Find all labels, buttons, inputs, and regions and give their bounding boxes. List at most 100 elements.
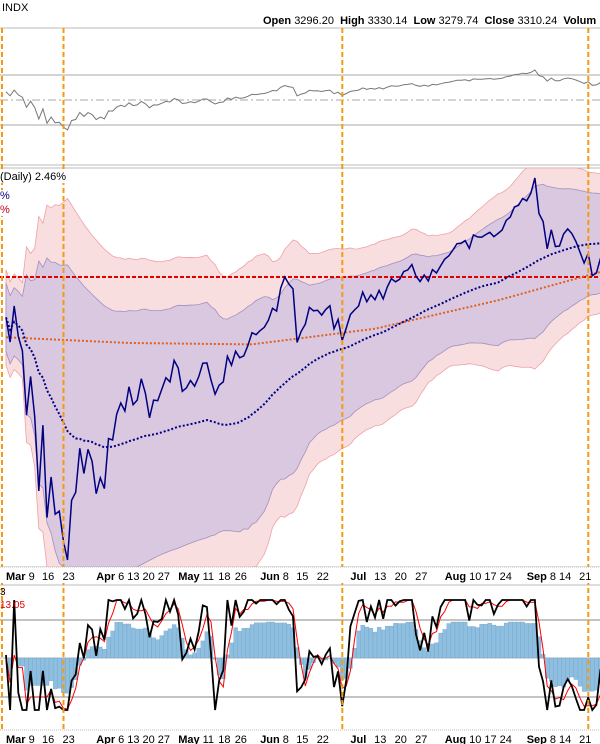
histogram-bar <box>372 631 378 659</box>
histogram-bar <box>426 651 431 659</box>
histogram-bar <box>200 640 205 659</box>
histogram-bar <box>495 625 501 659</box>
x-tick-label: Jun <box>260 571 280 583</box>
x-tick-label: 6 <box>118 734 124 744</box>
volume-label: Volum <box>563 15 597 27</box>
histogram-bar <box>381 629 386 659</box>
histogram-bar <box>516 621 521 659</box>
histogram-bar <box>422 647 427 659</box>
histogram-bar <box>155 639 160 659</box>
x-tick-label: Jul <box>350 571 366 583</box>
x-tick-label: 26 <box>235 734 247 744</box>
histogram-bar <box>397 623 402 659</box>
histogram-bar <box>249 624 255 659</box>
histogram-bar <box>446 623 451 659</box>
histogram-bar <box>569 657 574 678</box>
histogram-bar <box>442 629 447 659</box>
histogram-bar <box>491 624 497 659</box>
histogram-bar <box>118 622 123 659</box>
x-tick-label: 23 <box>63 734 75 744</box>
histogram-bar <box>393 623 398 659</box>
histogram-bar <box>487 623 492 659</box>
x-tick-label: 21 <box>579 571 591 583</box>
histogram-bar <box>475 627 480 659</box>
histogram-bar <box>114 622 119 659</box>
x-tick-label: Apr <box>96 571 116 583</box>
x-tick-label: 15 <box>296 734 308 744</box>
histogram-bar <box>65 657 70 694</box>
x-tick-label: Aug <box>445 734 466 744</box>
x-tick-label: 13 <box>374 734 386 744</box>
x-tick-label: 6 <box>118 571 124 583</box>
histogram-bar <box>504 622 509 659</box>
x-tick-label: Sep <box>527 571 547 583</box>
histogram-bar <box>364 626 369 659</box>
x-tick-label: May <box>178 734 200 744</box>
sma200-line <box>5 270 600 346</box>
histogram-bar <box>204 631 210 659</box>
x-tick-label: 24 <box>500 734 512 744</box>
histogram-bar <box>508 621 513 659</box>
x-tick-label: 22 <box>317 734 329 744</box>
histogram-bar <box>598 657 600 685</box>
relative-strength-line <box>5 69 600 131</box>
x-tick-label: 20 <box>395 734 407 744</box>
histogram-bar <box>196 647 201 659</box>
middle-legend-1: % <box>0 190 10 202</box>
histogram-bar <box>159 635 164 659</box>
x-tick-label: 27 <box>158 734 170 744</box>
x-tick-label: 20 <box>395 571 407 583</box>
x-tick-label: 8 <box>283 734 289 744</box>
x-tick-label: 9 <box>29 734 35 744</box>
x-tick-label: 9 <box>29 571 35 583</box>
histogram-bar <box>24 657 29 691</box>
histogram-bar <box>253 622 259 659</box>
histogram-bar <box>278 622 283 659</box>
stochastic-k-line <box>5 596 600 712</box>
x-tick-label: Apr <box>96 734 116 744</box>
low-label: Low <box>413 15 436 27</box>
histogram-bar <box>557 657 562 686</box>
histogram-bar <box>53 657 58 690</box>
histogram-bar <box>245 628 251 659</box>
histogram-bar <box>590 657 595 692</box>
histogram-bar <box>110 630 115 659</box>
histogram-bar <box>122 623 128 659</box>
lower-legend-2: 13.05 <box>0 600 26 611</box>
histogram-bar <box>540 654 546 659</box>
histogram-bar <box>573 657 579 680</box>
histogram-bar <box>44 657 50 686</box>
histogram-bar <box>270 621 275 659</box>
histogram-bar <box>581 657 587 692</box>
histogram-bar <box>524 623 529 659</box>
histogram-bar <box>274 622 279 659</box>
x-tick-label: 14 <box>559 734 571 744</box>
x-tick-label: 27 <box>158 571 170 583</box>
histogram-bar <box>335 657 341 668</box>
axis-background <box>0 730 600 744</box>
price-line <box>5 177 600 561</box>
bollinger-band <box>5 183 600 568</box>
x-tick-label: 23 <box>63 571 75 583</box>
histogram-bar <box>528 623 533 659</box>
histogram-bar <box>360 624 365 659</box>
x-tick-label: 18 <box>218 734 230 744</box>
histogram-bar <box>85 649 91 659</box>
histogram-bar <box>356 630 361 659</box>
x-tick-label: Jun <box>260 734 280 744</box>
x-tick-label: Mar <box>6 571 26 583</box>
high-label: High <box>340 15 365 27</box>
histogram-bar <box>89 646 95 659</box>
x-tick-label: 10 <box>469 734 481 744</box>
middle-legend-2: % <box>0 204 10 216</box>
histogram-bar <box>126 623 132 659</box>
x-tick-label: Sep <box>527 734 547 744</box>
histogram-bar <box>225 654 230 659</box>
x-tick-label: 20 <box>143 734 155 744</box>
histogram-bar <box>167 628 173 659</box>
close-value: 3310.24 <box>517 15 558 27</box>
histogram-bar <box>409 621 415 659</box>
histogram-bar <box>57 657 62 689</box>
